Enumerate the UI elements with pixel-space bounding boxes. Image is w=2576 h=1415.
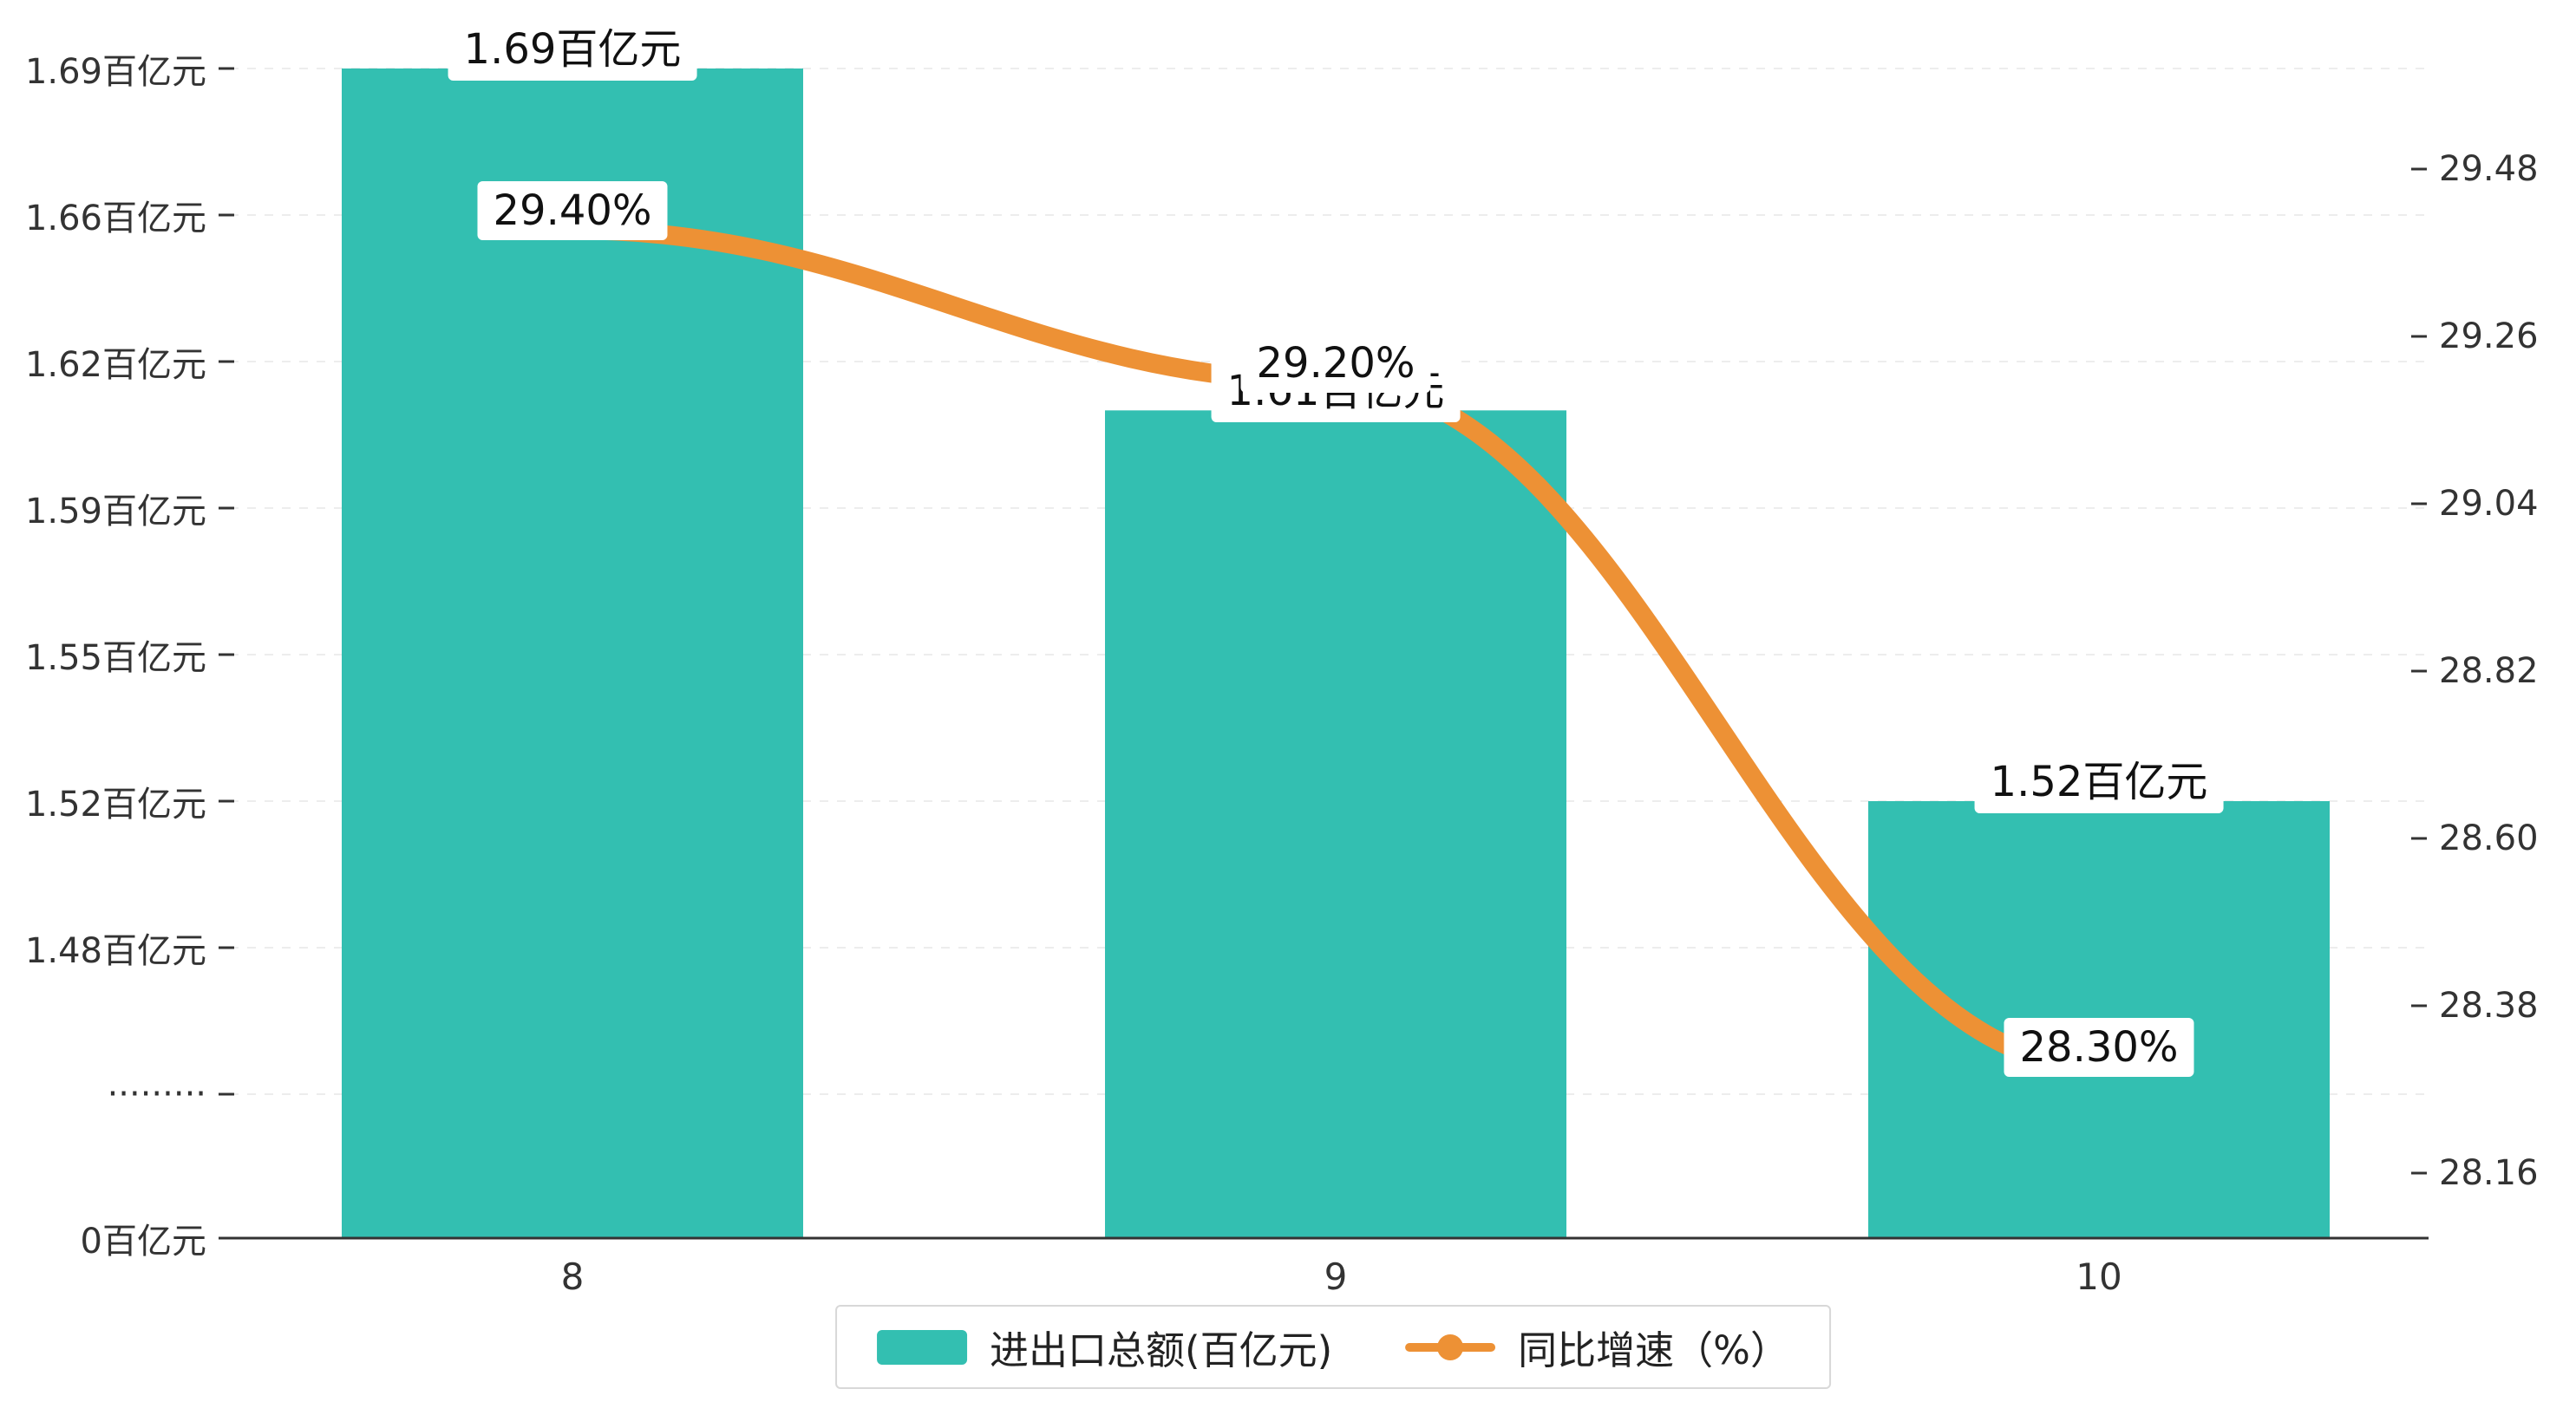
legend-item-total[interactable]: 进出口总额(百亿元) <box>877 1319 1332 1375</box>
line-series-swatch-icon <box>1405 1330 1496 1365</box>
legend-label-total: 进出口总额(百亿元) <box>990 1327 1333 1373</box>
legend-item-growth[interactable]: 同比增速（%） <box>1405 1319 1789 1375</box>
bar-series-swatch-icon <box>877 1329 968 1365</box>
legend-label-growth: 同比增速（%） <box>1518 1327 1789 1373</box>
legend: 进出口总额(百亿元) 同比增速（%） <box>835 1305 1831 1389</box>
bar-month-9 <box>1105 410 1566 1238</box>
line-marker-dot-icon <box>1437 1333 1464 1360</box>
bar-month-10 <box>1868 801 2330 1238</box>
bar-month-8 <box>342 68 803 1238</box>
